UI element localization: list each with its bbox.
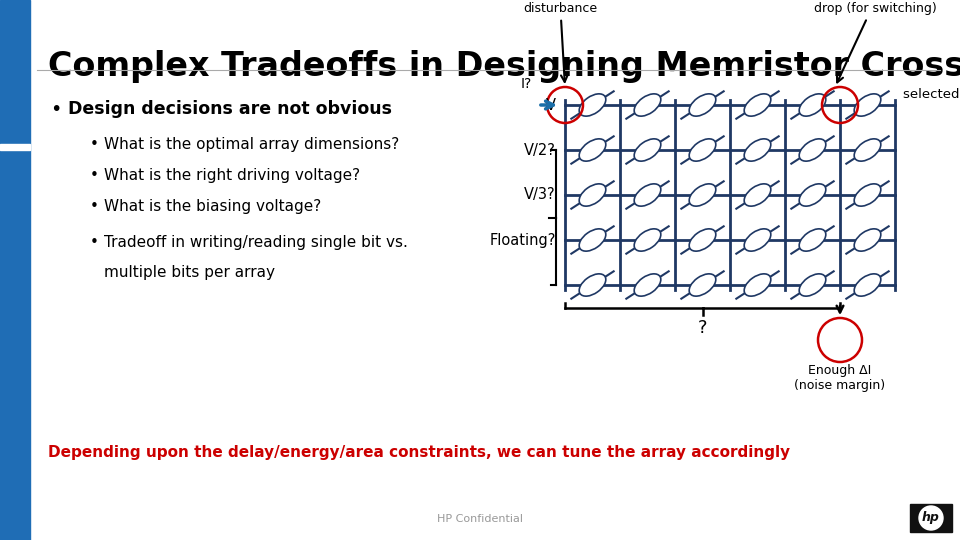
- Ellipse shape: [689, 139, 716, 161]
- Ellipse shape: [579, 139, 606, 161]
- Bar: [0, 0, 30, 540]
- Text: Design decisions are not obvious: Design decisions are not obvious: [68, 100, 392, 118]
- Text: What is the right driving voltage?: What is the right driving voltage?: [104, 168, 360, 183]
- Text: selected cell: selected cell: [903, 89, 960, 102]
- Ellipse shape: [689, 274, 716, 296]
- Text: Complex Tradeoffs in Designing Memristor Crossbar: Complex Tradeoffs in Designing Memristor…: [48, 50, 960, 83]
- Text: Avoid write
disturbance: Avoid write disturbance: [523, 0, 597, 82]
- Ellipse shape: [854, 229, 881, 251]
- Ellipse shape: [854, 94, 881, 116]
- Text: ?: ?: [698, 319, 708, 337]
- Ellipse shape: [854, 274, 881, 296]
- Circle shape: [919, 506, 943, 530]
- Ellipse shape: [799, 229, 826, 251]
- Ellipse shape: [635, 184, 660, 206]
- Text: Tradeoff in writing/reading single bit vs.: Tradeoff in writing/reading single bit v…: [104, 235, 408, 250]
- Ellipse shape: [689, 229, 716, 251]
- Ellipse shape: [579, 229, 606, 251]
- Ellipse shape: [579, 94, 606, 116]
- Ellipse shape: [689, 94, 716, 116]
- Text: •: •: [90, 137, 99, 152]
- Ellipse shape: [635, 139, 660, 161]
- Ellipse shape: [744, 94, 771, 116]
- Ellipse shape: [579, 184, 606, 206]
- Text: multiple bits per array: multiple bits per array: [104, 265, 275, 280]
- Ellipse shape: [854, 184, 881, 206]
- Ellipse shape: [854, 139, 881, 161]
- Text: Floating?: Floating?: [490, 233, 556, 247]
- Text: •: •: [90, 168, 99, 183]
- Text: Enough ΔI
(noise margin): Enough ΔI (noise margin): [795, 364, 885, 392]
- Ellipse shape: [635, 274, 660, 296]
- Text: V/2?: V/2?: [524, 143, 556, 158]
- Ellipse shape: [799, 274, 826, 296]
- Text: V/3?: V/3?: [524, 187, 556, 202]
- Bar: [0, 144, 30, 150]
- Text: Enough voltage
drop (for switching): Enough voltage drop (for switching): [814, 0, 936, 83]
- Text: V: V: [546, 98, 556, 112]
- Ellipse shape: [799, 139, 826, 161]
- Ellipse shape: [689, 184, 716, 206]
- Ellipse shape: [579, 274, 606, 296]
- Bar: [910, 504, 952, 532]
- Text: HP Confidential: HP Confidential: [437, 514, 523, 524]
- Text: Depending upon the delay/energy/area constraints, we can tune the array accordin: Depending upon the delay/energy/area con…: [48, 445, 790, 460]
- Ellipse shape: [744, 274, 771, 296]
- Text: •: •: [90, 199, 99, 214]
- Ellipse shape: [799, 94, 826, 116]
- Ellipse shape: [635, 229, 660, 251]
- Ellipse shape: [744, 229, 771, 251]
- Text: •: •: [90, 235, 99, 250]
- Text: hp: hp: [922, 511, 940, 524]
- Text: I?: I?: [521, 77, 532, 91]
- Ellipse shape: [799, 184, 826, 206]
- Text: What is the optimal array dimensions?: What is the optimal array dimensions?: [104, 137, 399, 152]
- Ellipse shape: [744, 139, 771, 161]
- Ellipse shape: [635, 94, 660, 116]
- Ellipse shape: [744, 184, 771, 206]
- Text: •: •: [50, 100, 61, 119]
- Text: What is the biasing voltage?: What is the biasing voltage?: [104, 199, 322, 214]
